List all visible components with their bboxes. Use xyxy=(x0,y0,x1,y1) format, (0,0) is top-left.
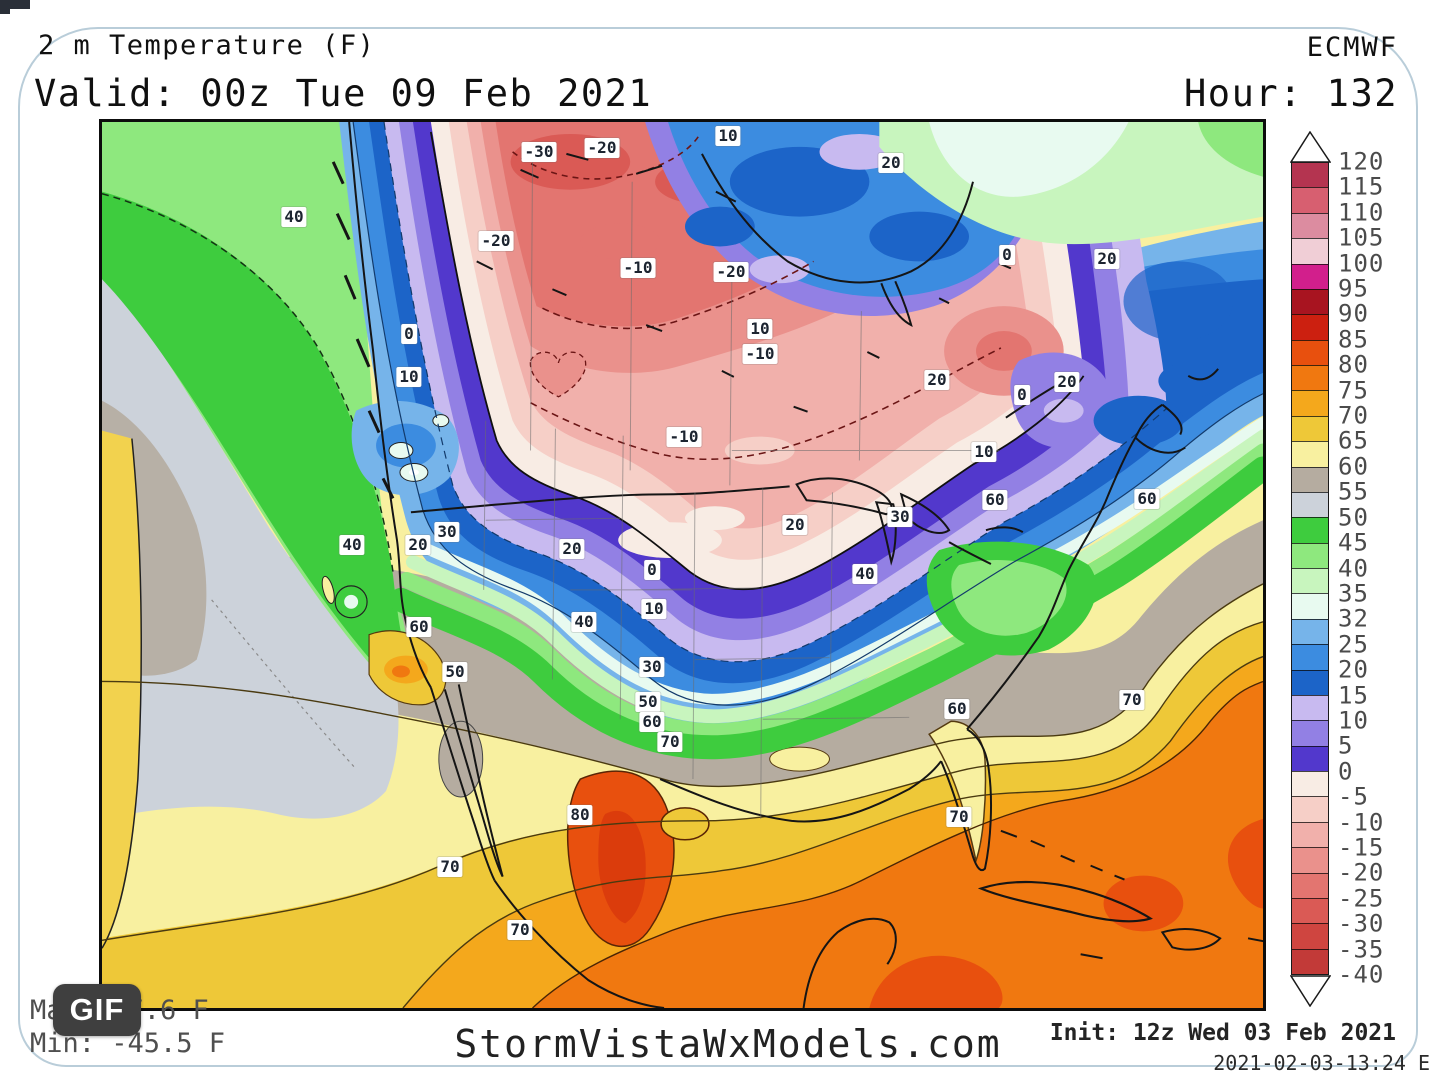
contour-label: 70 xyxy=(657,732,683,752)
temperature-map: 40 -30 -20 10 20 -20 -10 -20 10 -10 0 20 0 20 10 -10 0 10… xyxy=(99,119,1266,1011)
west-details xyxy=(321,401,459,706)
contour-label: 60 xyxy=(639,712,665,732)
contour-label: 0 xyxy=(1014,385,1030,405)
generated-timestamp: 2021-02-03-13:24 E xyxy=(1213,1051,1430,1075)
northeast-patches xyxy=(1010,261,1234,448)
contour-label: 20 xyxy=(878,153,904,173)
transition-bands xyxy=(389,417,1263,760)
contour-label: 20 xyxy=(924,370,950,390)
contour-label: 60 xyxy=(944,699,970,719)
contour-label: 30 xyxy=(639,657,665,677)
contour-label: 30 xyxy=(887,507,913,527)
contour-label: 70 xyxy=(437,857,463,877)
contour-label: -30 xyxy=(521,142,557,162)
contour-label: 10 xyxy=(641,599,667,619)
contour-label-layer: 40 -30 -20 10 20 -20 -10 -20 10 -10 0 20 0 20 10 -10 0 10… xyxy=(102,122,1263,1008)
contour-label: 70 xyxy=(1119,690,1145,710)
contour-label: 40 xyxy=(339,535,365,555)
contour-label: 70 xyxy=(507,920,533,940)
contour-label: 40 xyxy=(852,564,878,584)
contour-label: 10 xyxy=(971,442,997,462)
contour-label: 40 xyxy=(571,612,597,632)
corner-mark xyxy=(0,0,10,14)
contour-label: 50 xyxy=(635,692,661,712)
init-time: Init: 12z Wed 03 Feb 2021 xyxy=(1049,1020,1396,1046)
pacific-region xyxy=(102,273,399,949)
contour-label: 40 xyxy=(281,207,307,227)
forecast-hour: Hour: 132 xyxy=(1184,72,1398,115)
contour-label: 20 xyxy=(782,515,808,535)
site-watermark: StormVistaWxModels.com xyxy=(454,1022,1002,1066)
contour-lines xyxy=(102,122,1263,1008)
contour-label: -10 xyxy=(666,427,702,447)
contour-label: -20 xyxy=(584,138,620,158)
contour-label: 20 xyxy=(1094,249,1120,269)
contour-label: 10 xyxy=(715,126,741,146)
topright-green xyxy=(879,122,1263,245)
contour-label: 20 xyxy=(559,539,585,559)
contour-label: 20 xyxy=(1054,372,1080,392)
contour-label: 0 xyxy=(401,324,417,344)
contour-label: -20 xyxy=(478,231,514,251)
warm-south-bands xyxy=(102,520,1263,1008)
contour-label: 0 xyxy=(644,560,660,580)
contour-label: 60 xyxy=(1134,489,1160,509)
corner-mark xyxy=(0,0,30,9)
contour-label: 60 xyxy=(406,617,432,637)
contour-label: 60 xyxy=(982,490,1008,510)
gif-badge: GIF xyxy=(53,984,141,1036)
contour-label: 80 xyxy=(567,805,593,825)
contour-label: 0 xyxy=(999,245,1015,265)
contour-label: 70 xyxy=(946,807,972,827)
contour-label: -10 xyxy=(742,344,778,364)
contour-label: -10 xyxy=(620,258,656,278)
contour-label: -20 xyxy=(713,262,749,282)
contour-label: 10 xyxy=(747,319,773,339)
valid-time: Valid: 00z Tue 09 Feb 2021 xyxy=(34,72,653,115)
contour-label: 10 xyxy=(396,367,422,387)
product-title: 2 m Temperature (F) xyxy=(38,30,376,61)
contour-label: 50 xyxy=(442,662,468,682)
map-artwork xyxy=(102,122,1263,1008)
model-name: ECMWF xyxy=(1306,32,1398,63)
contour-label: 20 xyxy=(405,535,431,555)
contour-label: 30 xyxy=(434,522,460,542)
